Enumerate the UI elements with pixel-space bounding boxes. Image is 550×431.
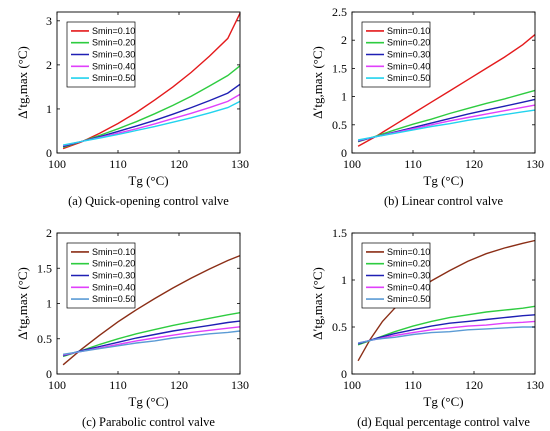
x-tick-label: 130	[526, 157, 544, 171]
series-line-3	[62, 320, 241, 357]
y-tick-label: 0	[46, 146, 52, 160]
y-tick-label: 2	[46, 226, 52, 240]
series-line-2	[62, 65, 241, 148]
chart-panel: 100 110 120 130 0 0.5 1 1.5 2 2.5 Tg (°C) Δ′tg,max …	[310, 5, 544, 208]
y-tick-label: 2	[46, 58, 52, 72]
legend-label: Smin=0.10	[387, 26, 430, 36]
y-tick-label: 2	[341, 33, 347, 47]
x-tick-label: 110	[404, 157, 422, 171]
series-line-1	[62, 254, 241, 366]
x-tick-label: 100	[48, 378, 66, 392]
panel-caption: (b) Linear control valve	[384, 194, 503, 208]
y-tick-label: 0.5	[332, 320, 347, 334]
y-tick-label: 1.5	[332, 61, 347, 75]
x-tick-label: 120	[170, 378, 188, 392]
series-line-2	[357, 89, 536, 143]
legend-label: Smin=0.10	[92, 247, 135, 257]
legend-label: Smin=0.30	[387, 271, 430, 281]
x-axis-label: Tg (°C)	[128, 173, 168, 188]
legend-label: Smin=0.20	[387, 38, 430, 48]
series-line-4	[357, 320, 536, 344]
y-tick-label: 2.5	[332, 5, 347, 19]
series-line-3	[357, 314, 536, 345]
x-axis-label: Tg (°C)	[423, 173, 463, 188]
y-tick-label: 3	[46, 14, 52, 28]
y-tick-label: 1	[46, 102, 52, 116]
y-axis-label: Δ′tg,max (°C)	[15, 46, 30, 119]
y-tick-label: 1.5	[37, 261, 52, 275]
series-line-2	[62, 312, 241, 358]
y-tick-label: 1	[341, 90, 347, 104]
chart-panel: 100 110 120 130 0 0.5 1 1.5 2 Tg (°C) Δ′tg,max (°C…	[15, 226, 249, 429]
series-line-5	[62, 100, 241, 146]
legend-label: Smin=0.40	[387, 61, 430, 71]
legend-label: Smin=0.50	[387, 294, 430, 304]
legend-label: Smin=0.40	[387, 282, 430, 292]
x-tick-label: 100	[343, 378, 361, 392]
series-line-1	[357, 239, 536, 362]
x-tick-label: 120	[465, 378, 483, 392]
series-line-1	[62, 12, 241, 150]
x-tick-label: 100	[343, 157, 361, 171]
y-tick-label: 0	[341, 367, 347, 381]
legend-label: Smin=0.40	[92, 282, 135, 292]
y-tick-label: 0.5	[332, 118, 347, 132]
x-tick-label: 110	[109, 157, 127, 171]
series-line-5	[357, 109, 536, 141]
legend-label: Smin=0.10	[92, 26, 135, 36]
series-line-5	[62, 330, 241, 355]
x-tick-label: 110	[109, 378, 127, 392]
y-tick-label: 1	[46, 297, 52, 311]
legend-label: Smin=0.10	[387, 247, 430, 257]
legend-label: Smin=0.50	[92, 73, 135, 83]
y-tick-label: 1	[341, 273, 347, 287]
y-axis-label: Δ′tg,max (°C)	[310, 267, 325, 340]
legend-label: Smin=0.20	[92, 38, 135, 48]
y-axis-label: Δ′tg,max (°C)	[310, 46, 325, 119]
legend-label: Smin=0.20	[92, 259, 135, 269]
x-axis-label: Tg (°C)	[128, 394, 168, 409]
plot-frame	[351, 232, 536, 375]
legend-label: Smin=0.30	[92, 50, 135, 60]
series-line-5	[357, 326, 535, 344]
y-tick-label: 1.5	[332, 226, 347, 240]
x-tick-label: 110	[404, 378, 422, 392]
legend-label: Smin=0.30	[387, 50, 430, 60]
panel-caption: (a) Quick-opening control valve	[68, 194, 229, 208]
series-line-1	[357, 34, 536, 147]
y-axis-label: Δ′tg,max (°C)	[15, 267, 30, 340]
series-line-2	[357, 305, 536, 346]
legend-label: Smin=0.40	[92, 61, 135, 71]
plot-frame	[56, 11, 241, 154]
x-tick-label: 120	[465, 157, 483, 171]
legend-label: Smin=0.30	[92, 271, 135, 281]
plot-frame	[351, 11, 536, 154]
x-tick-label: 100	[48, 157, 66, 171]
chart-panel: 100 110 120 130 0 0.5 1 1.5 Tg (°C) Δ′tg,max (°C)…	[310, 226, 544, 429]
legend-label: Smin=0.50	[387, 73, 430, 83]
panel-caption: (d) Equal percentage control valve	[357, 415, 530, 429]
y-tick-label: 0	[341, 146, 347, 160]
legend-label: Smin=0.20	[387, 259, 430, 269]
x-tick-label: 130	[526, 378, 544, 392]
x-tick-label: 130	[231, 157, 249, 171]
panel-caption: (c) Parabolic control valve	[82, 415, 215, 429]
legend-label: Smin=0.50	[92, 294, 135, 304]
y-tick-label: 0.5	[37, 332, 52, 346]
x-tick-label: 130	[231, 378, 249, 392]
x-axis-label: Tg (°C)	[423, 394, 463, 409]
chart-panel: 100 110 120 130 0 1 2 3 Tg (°C) Δ′tg,max (°C) (a) …	[15, 11, 249, 208]
y-tick-label: 0	[46, 367, 52, 381]
x-tick-label: 120	[170, 157, 188, 171]
